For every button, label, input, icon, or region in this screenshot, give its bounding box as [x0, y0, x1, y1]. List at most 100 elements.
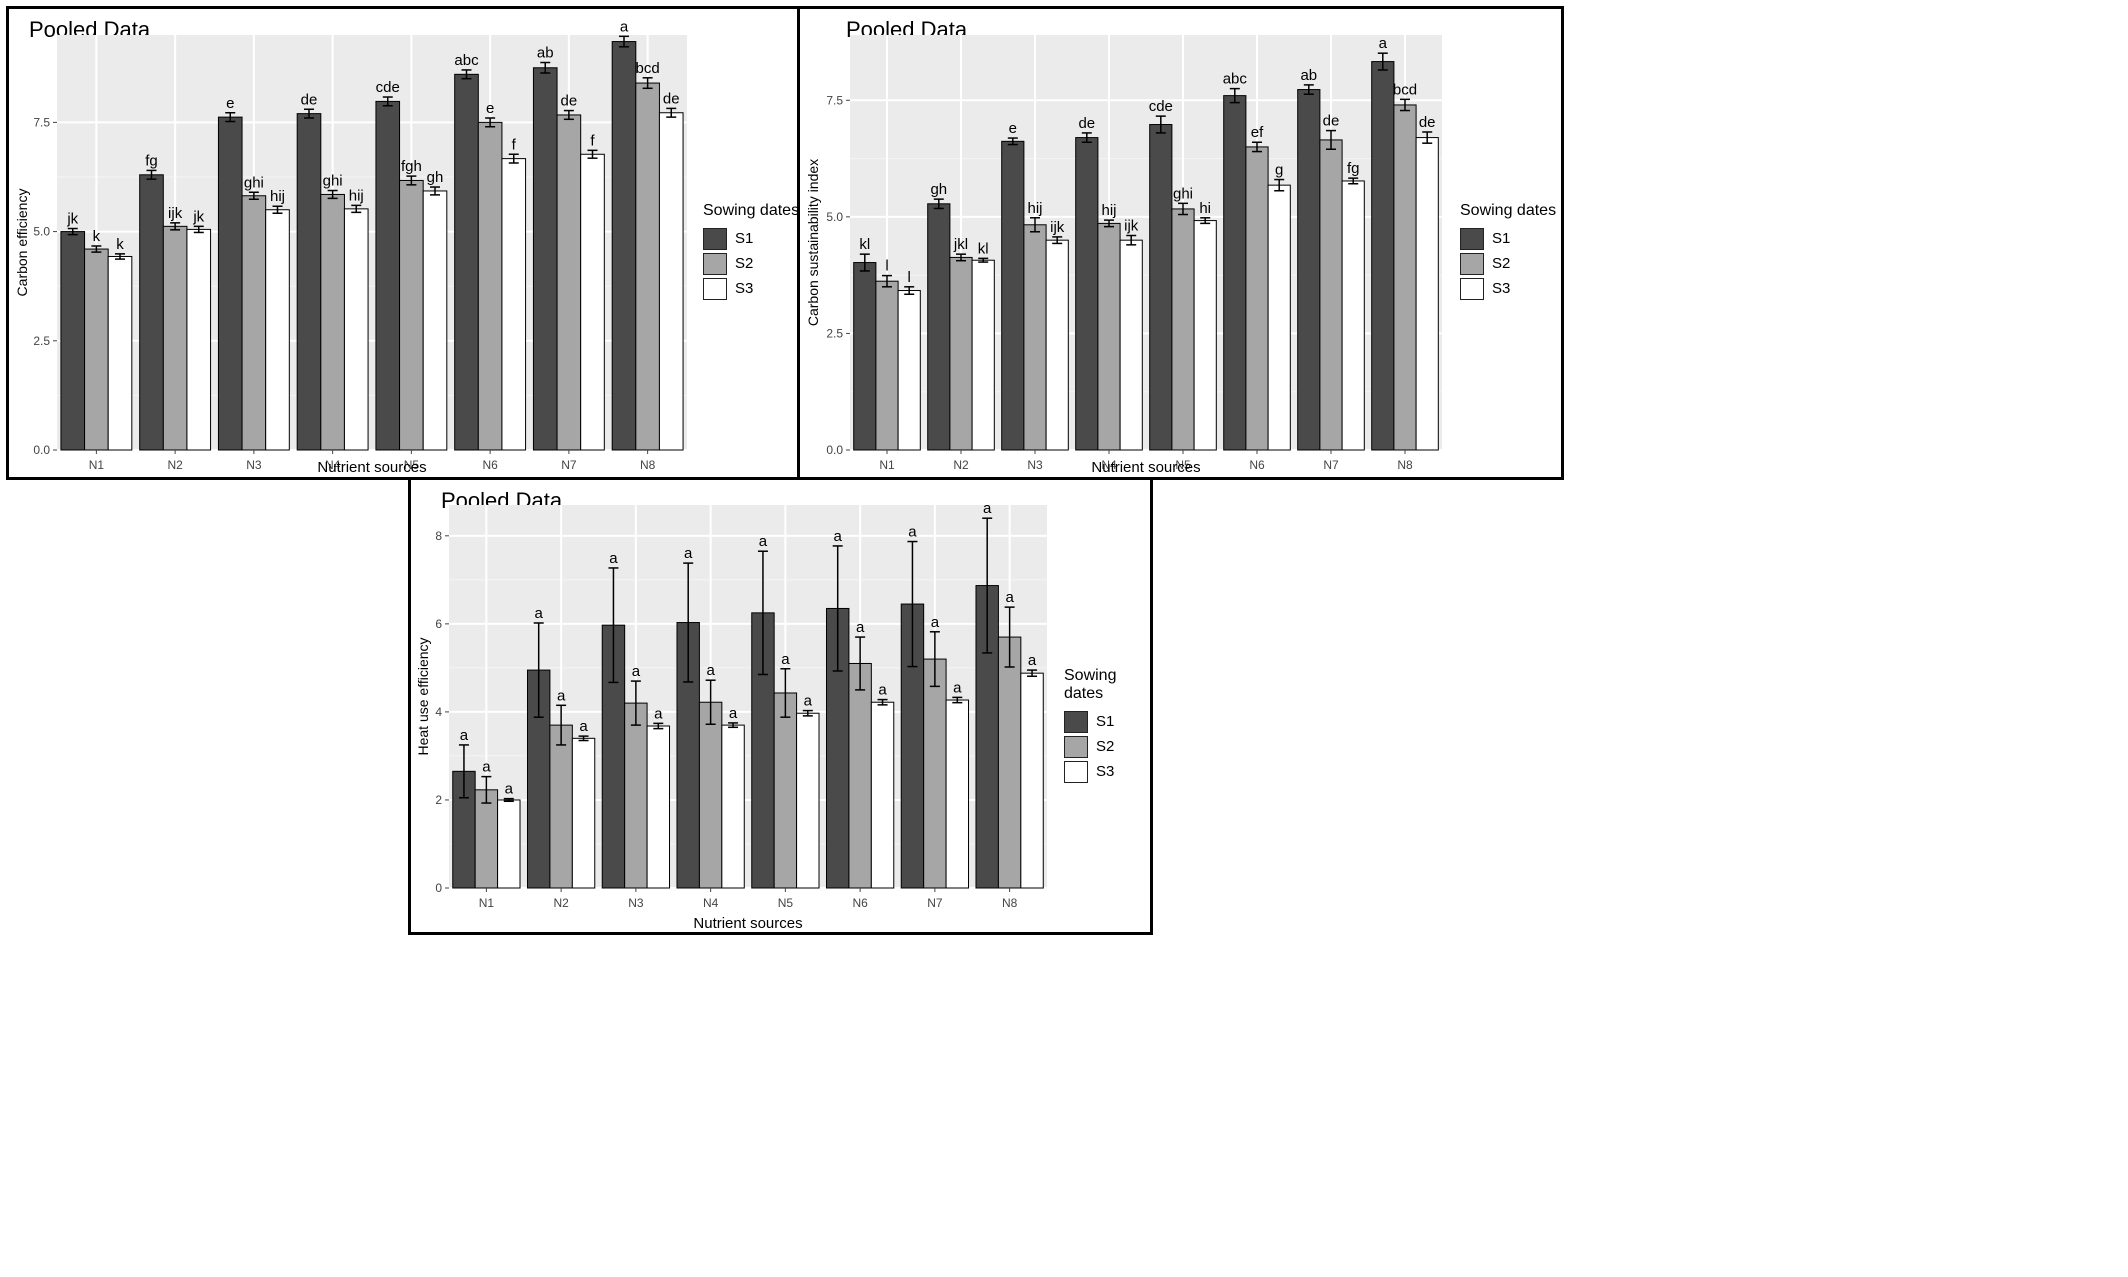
y-tick-label: 7.5 [826, 93, 843, 107]
y-axis-title: Heat use efficiency [415, 637, 431, 755]
significance-label: hij [1101, 202, 1116, 219]
x-axis-title: Nutrient sources [1091, 459, 1200, 476]
significance-label: hi [1199, 200, 1211, 217]
legend-title: Sowing dates [1460, 202, 1557, 219]
y-tick-label: 0.0 [33, 443, 50, 457]
bar [923, 658, 947, 889]
significance-label: a [706, 662, 715, 679]
x-tick-label: N2 [167, 458, 183, 472]
bar [773, 692, 798, 889]
significance-label: a [759, 533, 768, 550]
y-tick-label: 5.0 [33, 225, 50, 239]
x-tick-label: N6 [1249, 458, 1265, 472]
x-tick-label: N1 [879, 458, 895, 472]
legend-item-s1: S1 [703, 226, 799, 251]
significance-label: a [535, 605, 544, 622]
significance-label: de [1419, 114, 1436, 131]
significance-label: ijk [1124, 218, 1139, 235]
significance-label: e [486, 100, 494, 117]
significance-label: a [632, 663, 641, 680]
legend-item-s2: S2 [1460, 251, 1556, 276]
x-tick-label: N1 [89, 458, 105, 472]
legend-title: Sowing dates [1064, 667, 1117, 702]
x-tick-label: N7 [1323, 458, 1339, 472]
significance-label: a [684, 545, 693, 562]
significance-label: ghi [1173, 185, 1193, 202]
legend-swatch [1460, 227, 1484, 250]
bar [60, 231, 86, 451]
legend-item-s1: S1 [1064, 709, 1150, 734]
significance-label: bcd [1393, 81, 1417, 98]
bar [1319, 139, 1343, 451]
y-tick-label: 0.0 [826, 443, 843, 457]
significance-label: cde [376, 79, 400, 96]
bar [658, 112, 684, 451]
bar [635, 82, 660, 451]
legend-item-s3: S3 [1064, 759, 1150, 784]
significance-label: de [1323, 113, 1340, 130]
significance-label: de [1078, 115, 1095, 132]
bar [1223, 95, 1247, 451]
x-tick-label: N2 [953, 458, 969, 472]
significance-label: a [834, 528, 843, 545]
x-tick-label: N3 [628, 896, 644, 910]
significance-label: abc [454, 52, 479, 69]
bar [1371, 61, 1395, 451]
x-tick-label: N8 [1397, 458, 1413, 472]
significance-label: a [983, 500, 992, 517]
bar [139, 174, 164, 451]
legend-title: Sowing dates [703, 202, 800, 219]
legend: Sowing dates S1 S2 S3 [1460, 202, 1556, 301]
x-tick-label: N4 [325, 458, 341, 472]
bar [501, 158, 527, 451]
bar [422, 190, 448, 451]
bar [497, 799, 521, 889]
significance-label: a [953, 679, 962, 696]
significance-label: l [908, 269, 911, 286]
legend-label: S3 [1492, 280, 1511, 297]
bar [870, 701, 895, 889]
significance-label: jk [192, 208, 204, 225]
chart-panel-carbon-sustainability-index: Pooled Data 0.0 2.5 5.0 7.5 kl gh e de cde abc ab a… [797, 6, 1564, 480]
bar [186, 228, 212, 451]
significance-label: a [729, 705, 738, 722]
significance-label: fg [145, 152, 158, 169]
bar [875, 280, 899, 451]
x-tick-label: N3 [246, 458, 262, 472]
legend-swatch [1064, 760, 1088, 783]
y-tick-label: 0 [435, 881, 442, 895]
y-tick-label: 7.5 [33, 115, 50, 129]
bar [556, 114, 582, 451]
significance-label: ghi [244, 174, 264, 191]
x-tick-label: N5 [404, 458, 420, 472]
bar [646, 725, 671, 889]
significance-label: e [1009, 120, 1017, 137]
chart-panel-carbon-efficiency: Pooled Data 0.0 2.5 5.0 7.5 jk fg e de cde abc ab a… [6, 6, 803, 480]
bar [107, 255, 133, 451]
x-tick-label: N4 [703, 896, 719, 910]
significance-label: a [1379, 35, 1388, 52]
significance-label: f [590, 132, 595, 149]
bar [477, 121, 503, 451]
y-tick-label: 8 [435, 529, 442, 543]
significance-label: g [1275, 162, 1283, 179]
legend-label: S3 [1096, 763, 1115, 780]
bar [1341, 180, 1365, 451]
bar [474, 789, 499, 889]
x-axis-title: Nutrient sources [693, 915, 802, 932]
x-tick-label: N7 [561, 458, 577, 472]
legend-label: S1 [1096, 713, 1115, 730]
significance-label: a [505, 781, 514, 798]
bar [1245, 146, 1269, 451]
bar [1149, 124, 1173, 451]
bar [399, 179, 424, 451]
bar [1020, 672, 1044, 889]
bar [1267, 184, 1291, 451]
significance-label: abc [1223, 71, 1248, 88]
bar [1001, 140, 1025, 451]
y-tick-label: 2.5 [33, 334, 50, 348]
x-tick-label: N5 [1175, 458, 1191, 472]
significance-label: a [654, 705, 663, 722]
significance-label: a [1028, 652, 1037, 669]
